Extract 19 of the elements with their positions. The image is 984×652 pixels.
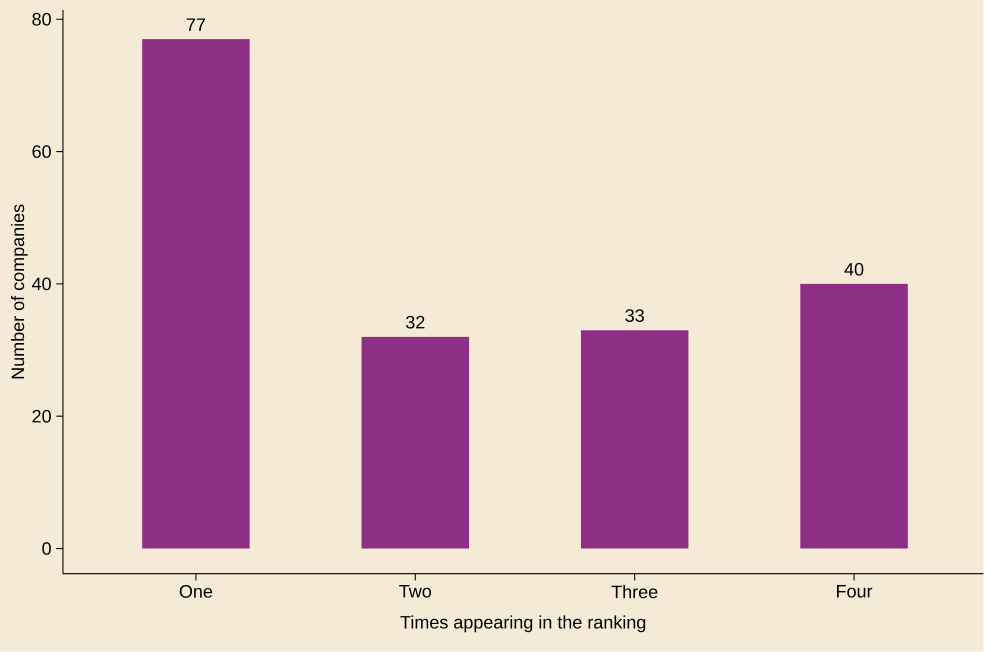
y-tick-label: 20 [32,410,51,423]
x-axis-title: Times appearing in the ranking [400,616,646,632]
y-tick-label: 0 [42,542,51,556]
y-tick-label: 80 [32,13,51,26]
y-tick-label: 60 [32,145,51,158]
x-tick-label: Two [399,585,432,598]
bar [362,336,470,549]
x-tick-label: One [180,585,212,598]
bar [142,39,250,549]
x-tick-label: Four [837,585,872,598]
bar [800,284,908,549]
y-tick-label: 40 [32,278,51,290]
data-label: 77 [186,18,206,32]
data-label: 40 [844,263,864,276]
data-label: 33 [625,309,644,322]
x-tick-label: Three [612,585,658,598]
data-label: 32 [406,316,424,329]
y-axis-title: Number of companies [10,204,28,379]
bar [580,330,688,549]
